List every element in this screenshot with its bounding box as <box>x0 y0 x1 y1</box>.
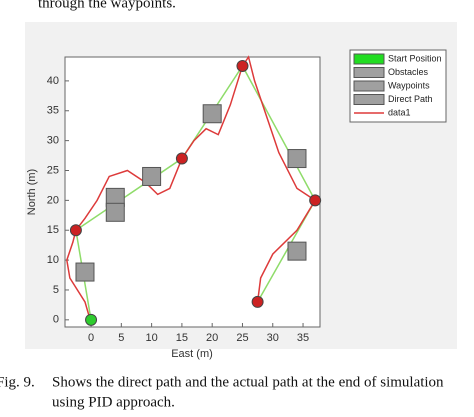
caption-line: using PID approach. <box>52 394 175 410</box>
y-axis-label: North (m) <box>26 169 38 215</box>
y-tick-label: 25 <box>47 164 59 176</box>
x-tick-label: 25 <box>236 332 248 344</box>
x-tick-label: 30 <box>267 332 279 344</box>
x-tick-label: 20 <box>206 332 218 344</box>
waypoint <box>251 295 264 308</box>
top-text: through the waypoints. <box>38 0 176 11</box>
legend-label: data1 <box>388 107 411 117</box>
y-tick-label: 10 <box>47 254 59 266</box>
obstacle <box>105 202 125 222</box>
waypoint <box>309 194 322 207</box>
x-tick-label: 35 <box>297 332 309 344</box>
legend-label: Waypoints <box>388 80 430 90</box>
obstacle <box>202 104 222 124</box>
legend-swatch <box>353 67 385 78</box>
legend-swatch <box>353 53 385 65</box>
y-tick-label: 20 <box>47 194 59 206</box>
plot-area <box>64 56 321 328</box>
waypoint <box>85 313 98 326</box>
legend-swatch <box>353 80 385 92</box>
caption-label: Fig. 9. <box>0 374 35 390</box>
obstacle <box>287 241 307 261</box>
waypoint <box>175 152 188 165</box>
obstacle <box>142 166 162 186</box>
obstacle <box>287 149 307 169</box>
waypoint <box>236 59 249 72</box>
y-tick-label: 40 <box>47 75 59 87</box>
x-tick-label: 5 <box>118 332 124 344</box>
x-axis-label: East (m) <box>171 348 213 360</box>
waypoint <box>69 224 82 237</box>
y-tick-label: 5 <box>53 284 59 296</box>
y-tick-label: 15 <box>47 224 59 236</box>
legend-label: Obstacles <box>388 67 429 77</box>
x-tick-label: 0 <box>88 332 94 344</box>
obstacle <box>75 262 95 282</box>
legend-label: Direct Path <box>388 94 433 104</box>
legend-label: Start Position <box>388 53 442 63</box>
y-tick-label: 35 <box>47 105 59 117</box>
y-tick-label: 30 <box>47 135 59 147</box>
x-tick-label: 10 <box>145 332 157 344</box>
caption-line: Shows the direct path and the actual pat… <box>52 374 444 390</box>
y-tick-label: 0 <box>53 314 59 326</box>
x-tick-label: 15 <box>176 332 188 344</box>
legend-swatch <box>353 94 385 105</box>
